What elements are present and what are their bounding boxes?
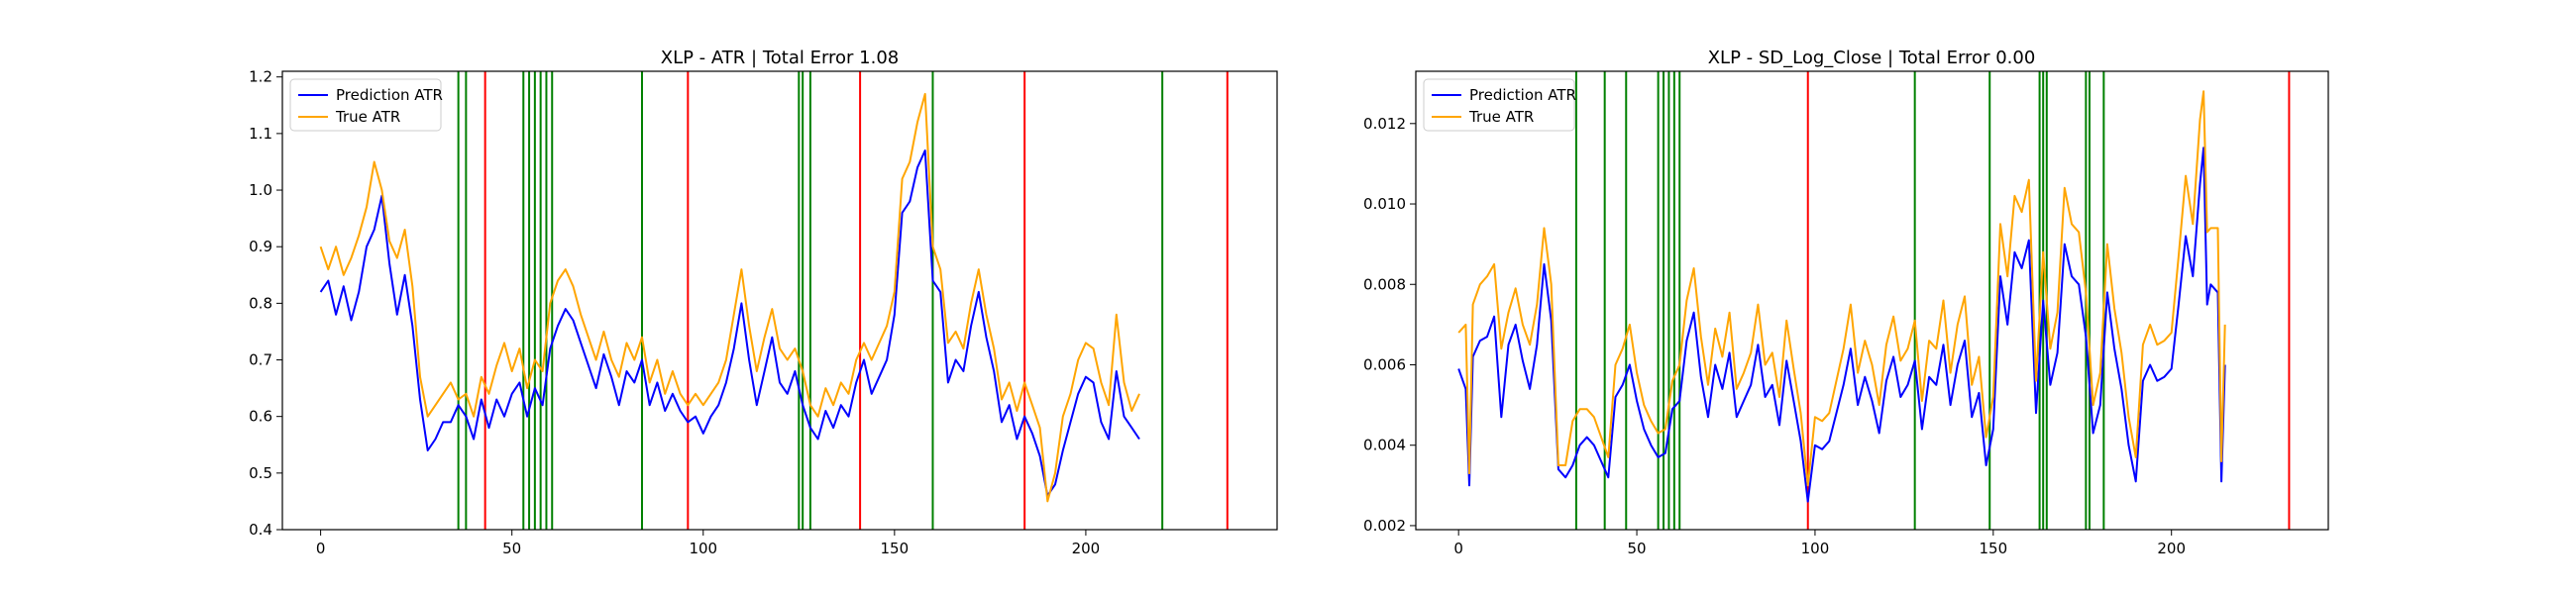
- y-tick-label: 0.4: [249, 521, 272, 539]
- legend-label: Prediction ATR: [336, 86, 443, 104]
- y-tick-label: 1.2: [249, 68, 272, 86]
- x-tick-label: 50: [502, 540, 521, 557]
- y-axis: 0.002 0.004 0.006 0.008 0.010 0.012: [1363, 115, 1416, 535]
- y-tick-label: 0.9: [249, 238, 272, 255]
- x-tick-label: 0: [1453, 540, 1463, 557]
- x-tick-label: 100: [689, 540, 717, 557]
- chart-title: XLP - SD_Log_Close | Total Error 0.00: [1708, 48, 2036, 68]
- y-tick-label: 1.0: [249, 181, 272, 199]
- y-tick-label: 0.004: [1363, 437, 1406, 454]
- chart-atr: XLP - ATR | Total Error 1.08 0 50 100 150 20…: [249, 48, 1278, 557]
- x-tick-label: 150: [1980, 540, 2008, 557]
- legend-label: True ATR: [335, 108, 400, 126]
- axes-frame: [1415, 70, 2329, 531]
- y-axis: 0.4 0.5 0.6 0.7 0.8 0.9 1.0 1.1 1.2: [249, 68, 282, 539]
- y-tick-label: 0.5: [249, 464, 272, 482]
- y-tick-label: 0.012: [1363, 115, 1406, 133]
- legend: Prediction ATR True ATR: [289, 78, 443, 132]
- y-tick-label: 0.006: [1363, 355, 1406, 373]
- chart-title: XLP - ATR | Total Error 1.08: [661, 48, 900, 68]
- vertical-markers: [457, 71, 1229, 530]
- y-tick-label: 0.008: [1363, 275, 1406, 293]
- chart-sd-log-close: XLP - SD_Log_Close | Total Error 0.00 0 5…: [1363, 48, 2329, 557]
- y-tick-label: 0.002: [1363, 517, 1406, 535]
- x-tick-label: 100: [1801, 540, 1830, 557]
- legend-label: True ATR: [1468, 108, 1534, 126]
- x-tick-label: 50: [1628, 540, 1647, 557]
- series-line-true-atr: [1457, 90, 2226, 487]
- y-tick-label: 1.1: [249, 125, 272, 143]
- series-line-prediction-atr: [319, 149, 1140, 497]
- series-line-true-atr: [319, 92, 1140, 503]
- x-tick-label: 0: [316, 540, 326, 557]
- y-tick-label: 0.8: [249, 294, 272, 312]
- series-lines: [1457, 90, 2226, 503]
- legend: Prediction ATR True ATR: [1423, 78, 1576, 132]
- y-tick-label: 0.7: [249, 351, 272, 369]
- legend-label: Prediction ATR: [1469, 86, 1576, 104]
- x-tick-label: 200: [2157, 540, 2186, 557]
- series-lines: [319, 92, 1140, 503]
- axes-frame: [281, 70, 1278, 531]
- x-axis: 0 50 100 150 200: [316, 530, 1100, 557]
- x-tick-label: 200: [1072, 540, 1101, 557]
- x-axis: 0 50 100 150 200: [1453, 530, 2186, 557]
- x-tick-label: 150: [881, 540, 910, 557]
- y-tick-label: 0.010: [1363, 195, 1406, 213]
- y-tick-label: 0.6: [249, 408, 272, 426]
- series-line-prediction-atr: [1457, 147, 2226, 503]
